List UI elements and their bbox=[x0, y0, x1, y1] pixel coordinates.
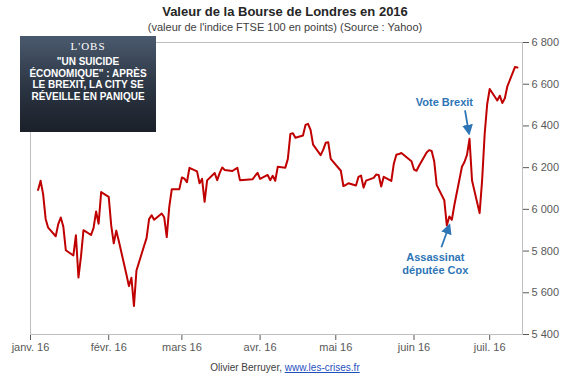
svg-text:6 800: 6 800 bbox=[532, 36, 560, 48]
html-text:Valeur de la Bourse de Londres: Valeur de la Bourse de Londres en 2016 bbox=[162, 4, 408, 19]
svg-text:avr. 16: avr. 16 bbox=[244, 341, 277, 353]
svg-text:juil. 16: juil. 16 bbox=[473, 341, 506, 353]
html-text:"UN SUICIDE ÉCONOMIQUE" : APRÈ: "UN SUICIDE ÉCONOMIQUE" : APRÈS LE BREXI… bbox=[29, 56, 147, 102]
svg-text:juin 16: juin 16 bbox=[397, 341, 430, 353]
svg-text:janv. 16: janv. 16 bbox=[11, 341, 50, 353]
svg-text:Assassinatdéputée Cox: Assassinatdéputée Cox bbox=[402, 251, 469, 276]
svg-text:6 200: 6 200 bbox=[532, 161, 560, 173]
svg-text:Vote Brexit: Vote Brexit bbox=[416, 96, 474, 108]
svg-text:mars 16: mars 16 bbox=[162, 341, 202, 353]
svg-text:5 400: 5 400 bbox=[532, 328, 560, 340]
html-text:L'OBS: L'OBS bbox=[70, 40, 106, 52]
html-text:(valeur de l'indice FTSE 100 e: (valeur de l'indice FTSE 100 en points) … bbox=[147, 21, 423, 33]
svg-text:févr. 16: févr. 16 bbox=[91, 341, 127, 353]
html-text:Olivier Berruyer, www.les-cris: Olivier Berruyer, www.les-crises.fr bbox=[210, 362, 360, 373]
svg-text:6 600: 6 600 bbox=[532, 78, 560, 90]
svg-text:5 600: 5 600 bbox=[532, 286, 560, 298]
svg-text:6 000: 6 000 bbox=[532, 203, 560, 215]
svg-text:mai 16: mai 16 bbox=[319, 341, 352, 353]
svg-text:6 400: 6 400 bbox=[532, 119, 560, 131]
svg-text:5 800: 5 800 bbox=[532, 245, 560, 257]
